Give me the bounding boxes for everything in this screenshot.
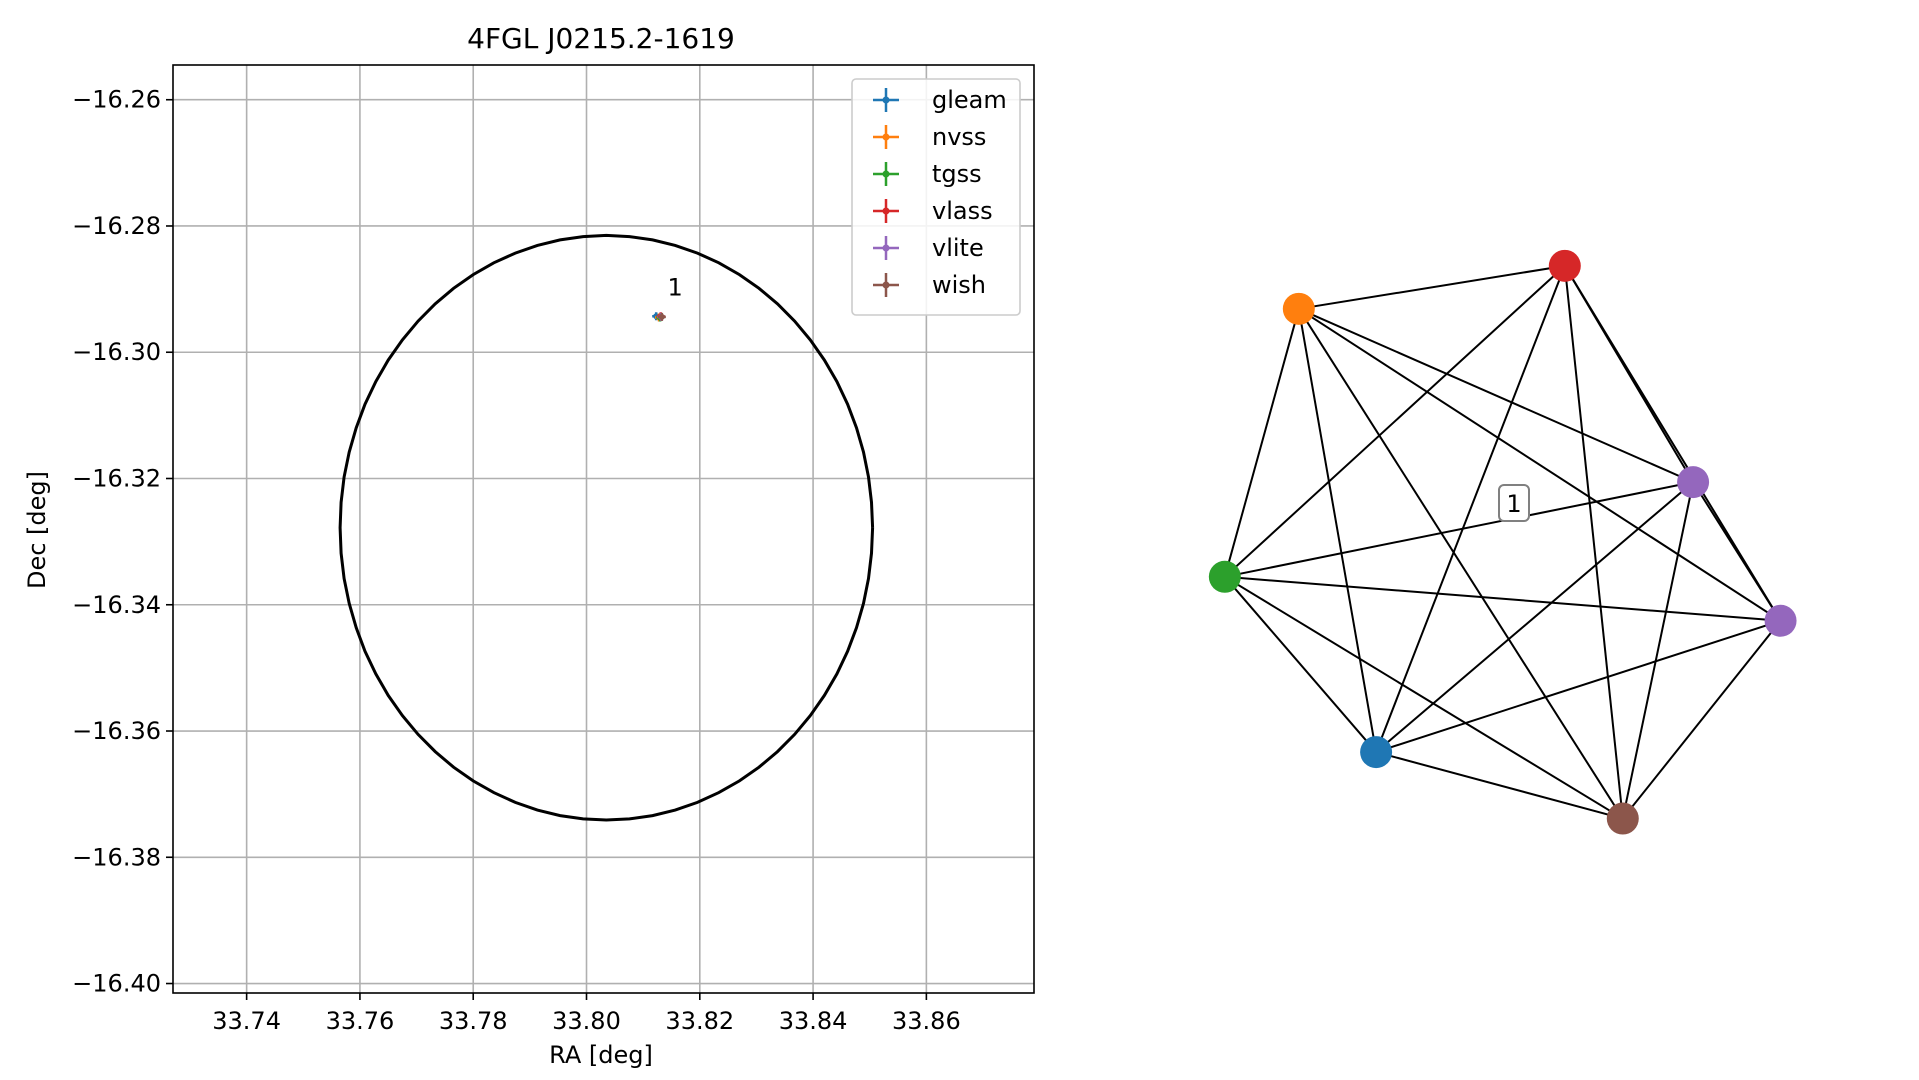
network-edge <box>1375 751 1624 820</box>
network-edge <box>1224 265 1566 578</box>
network-edge <box>1298 307 1694 484</box>
legend-entry-nvss: nvss <box>873 123 986 151</box>
plot-frame <box>172 64 1035 994</box>
network-edge <box>1297 308 1378 753</box>
network-node-wish <box>1606 802 1639 835</box>
legend-label: vlite <box>932 234 984 262</box>
network-edge <box>1692 481 1782 622</box>
network-edge <box>1375 619 1781 754</box>
network-edge <box>1563 265 1624 819</box>
network-panel: 1 <box>1208 249 1797 835</box>
y-tick-label: −16.30 <box>72 338 161 366</box>
ticks-layer: 33.74 33.76 33.78 33.80 33.82 33.84 33.86 −16.2… <box>72 86 961 1035</box>
network-edge <box>1298 264 1565 310</box>
legend-label: gleam <box>932 86 1007 114</box>
network-edge <box>1224 575 1781 622</box>
legend-marker-dot <box>882 133 890 141</box>
network-edge <box>1297 308 1624 820</box>
cluster-label-box: 1 <box>1498 484 1530 522</box>
legend-entry-vlass: vlass <box>873 197 993 225</box>
legend-marker-dot <box>882 96 890 104</box>
grid-lines <box>173 65 1034 993</box>
y-axis-label: Dec [deg] <box>23 471 51 589</box>
network-node-tgss <box>1208 560 1241 593</box>
error-ellipse <box>338 233 875 822</box>
network-edge <box>1224 575 1624 820</box>
x-tick-label: 33.76 <box>326 1007 395 1035</box>
data-point-wish <box>657 312 666 321</box>
x-tick-label: 33.80 <box>552 1007 621 1035</box>
network-node-gleam <box>1360 736 1393 769</box>
network-node-vlite_2 <box>1764 604 1797 637</box>
network-edge <box>1375 481 1694 753</box>
network-node-vlite <box>1677 466 1710 499</box>
network-edge <box>1224 576 1377 753</box>
legend-label: tgss <box>932 160 982 188</box>
point-annotation: 1 <box>668 273 683 301</box>
y-tick-label: −16.34 <box>72 591 161 619</box>
x-tick-label: 33.86 <box>892 1007 961 1035</box>
legend-marker-dot <box>882 244 890 252</box>
y-tick-label: −16.36 <box>72 717 161 745</box>
y-tick-label: −16.40 <box>72 970 161 998</box>
legend-label: wish <box>932 271 986 299</box>
legend-marker-dot <box>882 281 890 289</box>
point-marker <box>658 313 665 320</box>
legend-entry-gleam: gleam <box>873 86 1007 114</box>
y-tick-label: −16.28 <box>72 212 161 240</box>
legend-entry-vlite: vlite <box>873 234 984 262</box>
legend-marker-dot <box>882 170 890 178</box>
legend-marker-dot <box>882 207 890 215</box>
network-edge <box>1375 265 1566 753</box>
network-edge <box>1563 265 1782 622</box>
network-edge <box>1621 620 1782 820</box>
network-node-nvss <box>1282 292 1315 325</box>
nodes-layer <box>1208 249 1797 835</box>
legend-label: vlass <box>932 197 993 225</box>
y-tick-label: −16.32 <box>72 464 161 492</box>
chart-title: 4FGL J0215.2-1619 <box>467 22 735 55</box>
network-edge <box>1223 308 1300 578</box>
edges-layer <box>1223 264 1782 820</box>
ellipse-layer <box>338 233 875 822</box>
network-node-vlass <box>1548 249 1581 282</box>
y-tick-label: −16.26 <box>72 86 161 114</box>
x-axis-label: RA [deg] <box>549 1041 653 1069</box>
x-tick-label: 33.74 <box>212 1007 281 1035</box>
x-tick-label: 33.82 <box>665 1007 734 1035</box>
legend-entry-tgss: tgss <box>873 160 982 188</box>
legend: gleam nvss tgss vlass vlite wish <box>851 78 1021 316</box>
cluster-label: 1 <box>1506 490 1521 518</box>
x-tick-label: 33.78 <box>439 1007 508 1035</box>
legend-entry-wish: wish <box>873 271 986 299</box>
legend-label: nvss <box>932 123 986 151</box>
network-edge <box>1298 307 1782 622</box>
y-tick-label: −16.38 <box>72 843 161 871</box>
scatter-panel: 1 33.74 33.76 33.78 33.80 33.82 33.84 33.86 −16… <box>23 22 1035 1069</box>
x-tick-label: 33.84 <box>779 1007 848 1035</box>
points-layer: 1 <box>652 273 683 322</box>
network-edge <box>1224 481 1694 578</box>
network-edge <box>1621 481 1695 819</box>
